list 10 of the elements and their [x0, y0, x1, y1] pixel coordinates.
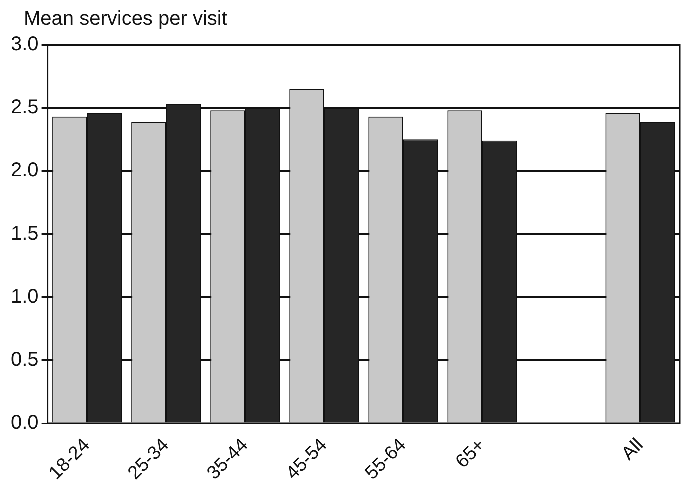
y-tick-label: 2.5 — [10, 96, 39, 119]
y-axis-title: Mean services per visit — [24, 8, 228, 31]
y-tick-label: 1.5 — [10, 222, 39, 245]
y-tick-label: 2.0 — [10, 160, 39, 182]
x-tick-label: 65+ — [452, 434, 490, 473]
y-tick-label: 0.5 — [10, 348, 39, 371]
y-tick-label: 0.0 — [10, 412, 39, 434]
x-tick-label: All — [618, 434, 648, 465]
y-tick-label: 1.0 — [10, 286, 39, 308]
y-tick-label: 3.0 — [10, 34, 39, 56]
